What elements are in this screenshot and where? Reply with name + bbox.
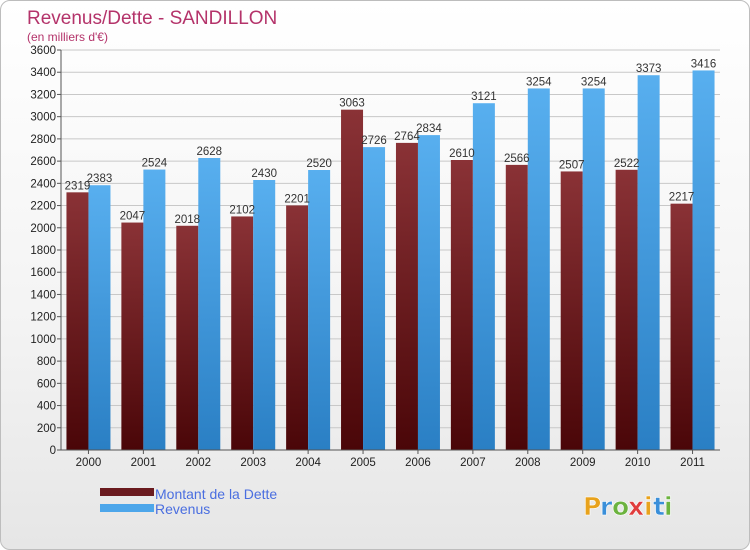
data-label: 2430 <box>251 168 277 180</box>
bar-revenus <box>88 185 111 450</box>
legend: Montant de la Dette Revenus <box>100 486 277 517</box>
bar-dette <box>341 109 364 451</box>
bar-dette <box>176 225 199 450</box>
data-label: 2520 <box>306 158 332 170</box>
bar-revenus <box>253 180 276 450</box>
bar-dette <box>286 205 309 450</box>
data-label: 2217 <box>669 192 695 204</box>
x-tick-label: 2005 <box>350 457 376 469</box>
y-tick-label: 1400 <box>30 289 56 301</box>
bar-dette <box>670 203 693 450</box>
data-label: 2507 <box>559 159 585 171</box>
data-label: 3121 <box>471 91 497 103</box>
y-tick-label: 200 <box>37 423 56 435</box>
logo-letter: r <box>600 492 613 521</box>
x-tick-label: 2009 <box>570 457 596 469</box>
data-label: 2628 <box>196 146 222 158</box>
bar-revenus <box>308 170 331 450</box>
x-tick-label: 2001 <box>131 457 157 469</box>
bar-dette <box>450 160 473 450</box>
x-tick-label: 2010 <box>625 457 651 469</box>
x-axis: 2000 2001 2002 2003 2004 2005 2006 2007 2008 2009… <box>61 449 720 469</box>
y-tick-label: 2400 <box>30 178 56 190</box>
data-label: 2047 <box>120 211 146 223</box>
data-label: 2726 <box>361 135 387 147</box>
data-label: 3063 <box>339 98 365 110</box>
logo-letter: P <box>583 492 601 521</box>
bar-revenus <box>692 70 715 450</box>
y-tick-label: 1000 <box>30 334 56 346</box>
bar-revenus <box>582 88 605 450</box>
bar-dette <box>231 216 254 450</box>
data-label: 2102 <box>229 204 255 216</box>
proxiti-logo: Pr ox i t i <box>583 492 673 522</box>
y-tick-label: 1600 <box>30 267 56 279</box>
logo-letter: i <box>644 492 653 521</box>
data-label: 2524 <box>142 158 168 170</box>
legend-label-dette: Montant de la Dette <box>155 486 277 502</box>
x-tick-label: 2011 <box>680 457 705 469</box>
legend-label-revenus: Revenus <box>155 501 210 517</box>
logo-letter: x <box>628 492 644 521</box>
chart-title: Revenus/Dette - SANDILLON <box>27 8 277 29</box>
bar-dette <box>121 222 144 450</box>
y-tick-label: 2600 <box>30 156 56 168</box>
bars <box>66 70 715 451</box>
legend-swatch-dette <box>100 488 154 496</box>
data-label: 2566 <box>504 153 530 165</box>
y-tick-label: 3400 <box>30 67 56 79</box>
data-label: 2201 <box>284 193 310 205</box>
x-tick-label: 2002 <box>185 457 211 469</box>
x-tick-label: 2000 <box>76 457 102 469</box>
bar-dette <box>505 164 528 450</box>
bar-revenus <box>472 103 495 450</box>
data-label: 3254 <box>581 76 607 88</box>
legend-swatch-revenus <box>100 504 154 512</box>
data-label: 3254 <box>526 76 552 88</box>
data-label: 2018 <box>174 214 200 226</box>
bar-revenus <box>143 169 166 451</box>
logo-letter: o <box>612 492 629 521</box>
bar-dette <box>560 171 583 450</box>
y-tick-label: 3200 <box>30 89 56 101</box>
bar-dette <box>66 192 89 451</box>
bar-dette <box>395 142 418 450</box>
y-tick-label: 1800 <box>30 245 56 257</box>
x-tick-label: 2004 <box>295 457 321 469</box>
y-tick-label: 2200 <box>30 201 56 213</box>
chart-subtitle: (en milliers d'€) <box>27 30 108 44</box>
y-tick-label: 600 <box>37 378 56 390</box>
y-tick-label: 0 <box>50 445 56 457</box>
y-tick-label: 800 <box>37 356 56 368</box>
x-tick-label: 2006 <box>405 457 431 469</box>
logo-letter: t <box>653 492 665 521</box>
x-tick-label: 2008 <box>515 457 541 469</box>
bar-dette <box>615 169 638 450</box>
y-tick-label: 3000 <box>30 112 56 124</box>
logo-letter: i <box>664 492 673 521</box>
y-axis: 0 200 400 600 800 1000 1200 1400 1600 1800 2000 220… <box>30 45 62 457</box>
data-label: 3373 <box>636 63 662 75</box>
data-label: 2319 <box>65 180 91 192</box>
y-tick-label: 2000 <box>30 223 56 235</box>
bar-revenus <box>637 75 660 450</box>
y-tick-label: 2800 <box>30 134 56 146</box>
bar-revenus <box>527 88 550 450</box>
data-label: 2764 <box>394 131 420 143</box>
y-tick-label: 3600 <box>30 45 56 57</box>
data-label: 3416 <box>691 58 717 70</box>
x-tick-label: 2007 <box>460 457 486 469</box>
bar-revenus <box>198 158 221 450</box>
y-tick-label: 1200 <box>30 312 56 324</box>
y-tick-label: 400 <box>37 401 56 413</box>
data-label: 2610 <box>449 148 475 160</box>
bar-revenus <box>363 147 386 450</box>
x-tick-label: 2003 <box>240 457 266 469</box>
bar-revenus <box>417 135 440 450</box>
data-label: 2834 <box>416 123 442 135</box>
data-label: 2383 <box>87 173 113 185</box>
data-label: 2522 <box>614 158 640 170</box>
